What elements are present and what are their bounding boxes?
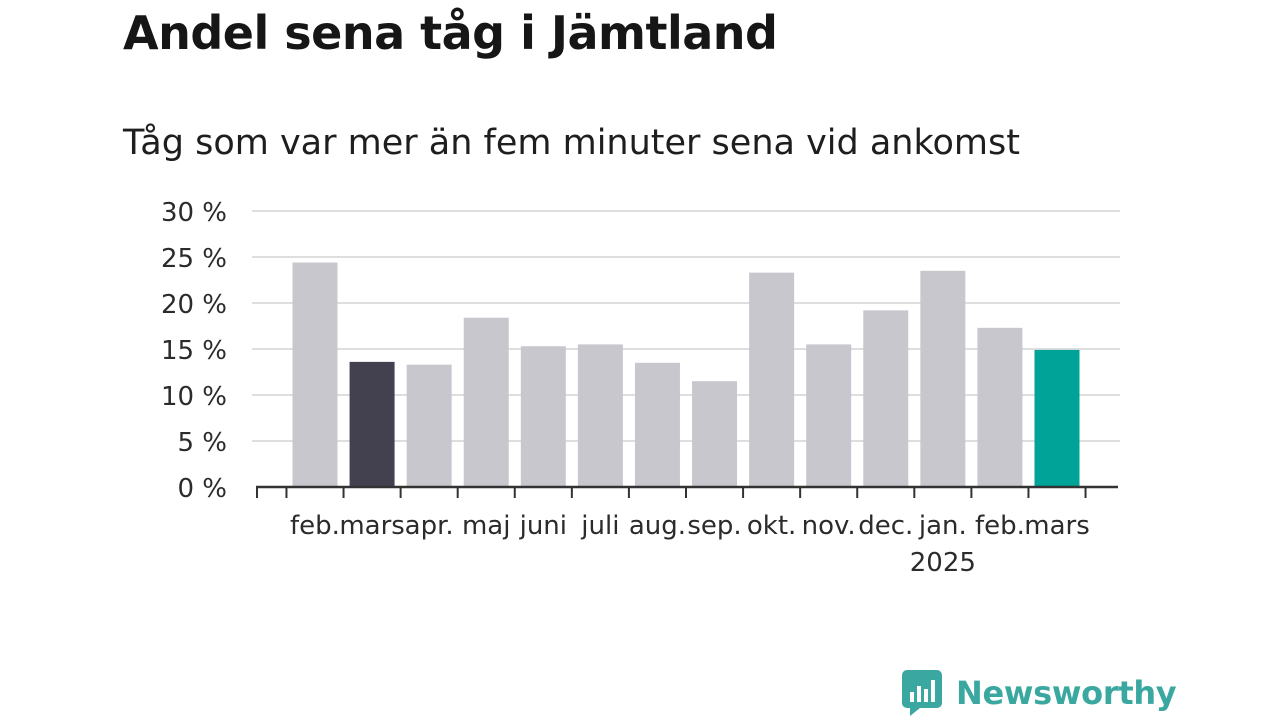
bar bbox=[406, 364, 452, 487]
x-tick-label: aug. bbox=[629, 511, 686, 541]
bars bbox=[292, 262, 1080, 487]
bar bbox=[1034, 349, 1080, 487]
x-tick-label: jan. bbox=[918, 511, 967, 541]
y-tick-label: 25 % bbox=[161, 244, 227, 274]
bar bbox=[520, 346, 566, 487]
x-tick-label: sep. bbox=[687, 511, 741, 541]
bar bbox=[463, 317, 509, 487]
x-axis bbox=[256, 485, 1118, 498]
bar bbox=[863, 310, 909, 487]
chart-subtitle: Tåg som var mer än fem minuter sena vid … bbox=[123, 123, 1020, 163]
x-tick-label: nov. bbox=[802, 511, 856, 541]
x-tick-label: maj bbox=[462, 511, 510, 541]
x-tick-label: mars bbox=[339, 511, 405, 541]
bar bbox=[292, 262, 338, 487]
brand: Newsworthy bbox=[902, 670, 1177, 716]
bar-chart-speech-bubble-icon bbox=[902, 670, 942, 716]
chart-title: Andel sena tåg i Jämtland bbox=[123, 6, 778, 60]
bar bbox=[749, 272, 795, 487]
x-tick-label: juli bbox=[580, 511, 619, 541]
x-tick-label: okt. bbox=[747, 511, 796, 541]
bar bbox=[634, 362, 680, 487]
x-tick-label: mars bbox=[1024, 511, 1090, 541]
bar bbox=[577, 344, 623, 487]
y-tick-label: 30 % bbox=[161, 198, 227, 228]
bar bbox=[977, 327, 1023, 487]
y-tick-label: 20 % bbox=[161, 290, 227, 320]
x-tick-label: dec. bbox=[858, 511, 913, 541]
y-axis-labels: 0 % 5 % 10 % 15 % 20 % 25 % 30 % bbox=[161, 198, 227, 504]
y-tick-label: 0 % bbox=[177, 474, 227, 504]
x-tick-label: juni bbox=[519, 511, 567, 541]
y-tick-label: 15 % bbox=[161, 336, 227, 366]
brand-name: Newsworthy bbox=[956, 674, 1177, 712]
x-axis-labels: feb. mars apr. maj juni juli aug. sep. okt. nov. d… bbox=[290, 511, 1090, 578]
gridlines bbox=[252, 210, 1120, 442]
bar bbox=[920, 270, 966, 487]
y-tick-label: 10 % bbox=[161, 382, 227, 412]
x-tick-label: apr. bbox=[405, 511, 454, 541]
bar bbox=[692, 381, 738, 487]
y-tick-label: 5 % bbox=[177, 428, 227, 458]
x-year-label: 2025 bbox=[910, 548, 976, 578]
x-tick-label: feb. bbox=[290, 511, 340, 541]
x-tick-label: feb. bbox=[975, 511, 1025, 541]
bar bbox=[349, 361, 395, 487]
bar bbox=[806, 344, 852, 487]
